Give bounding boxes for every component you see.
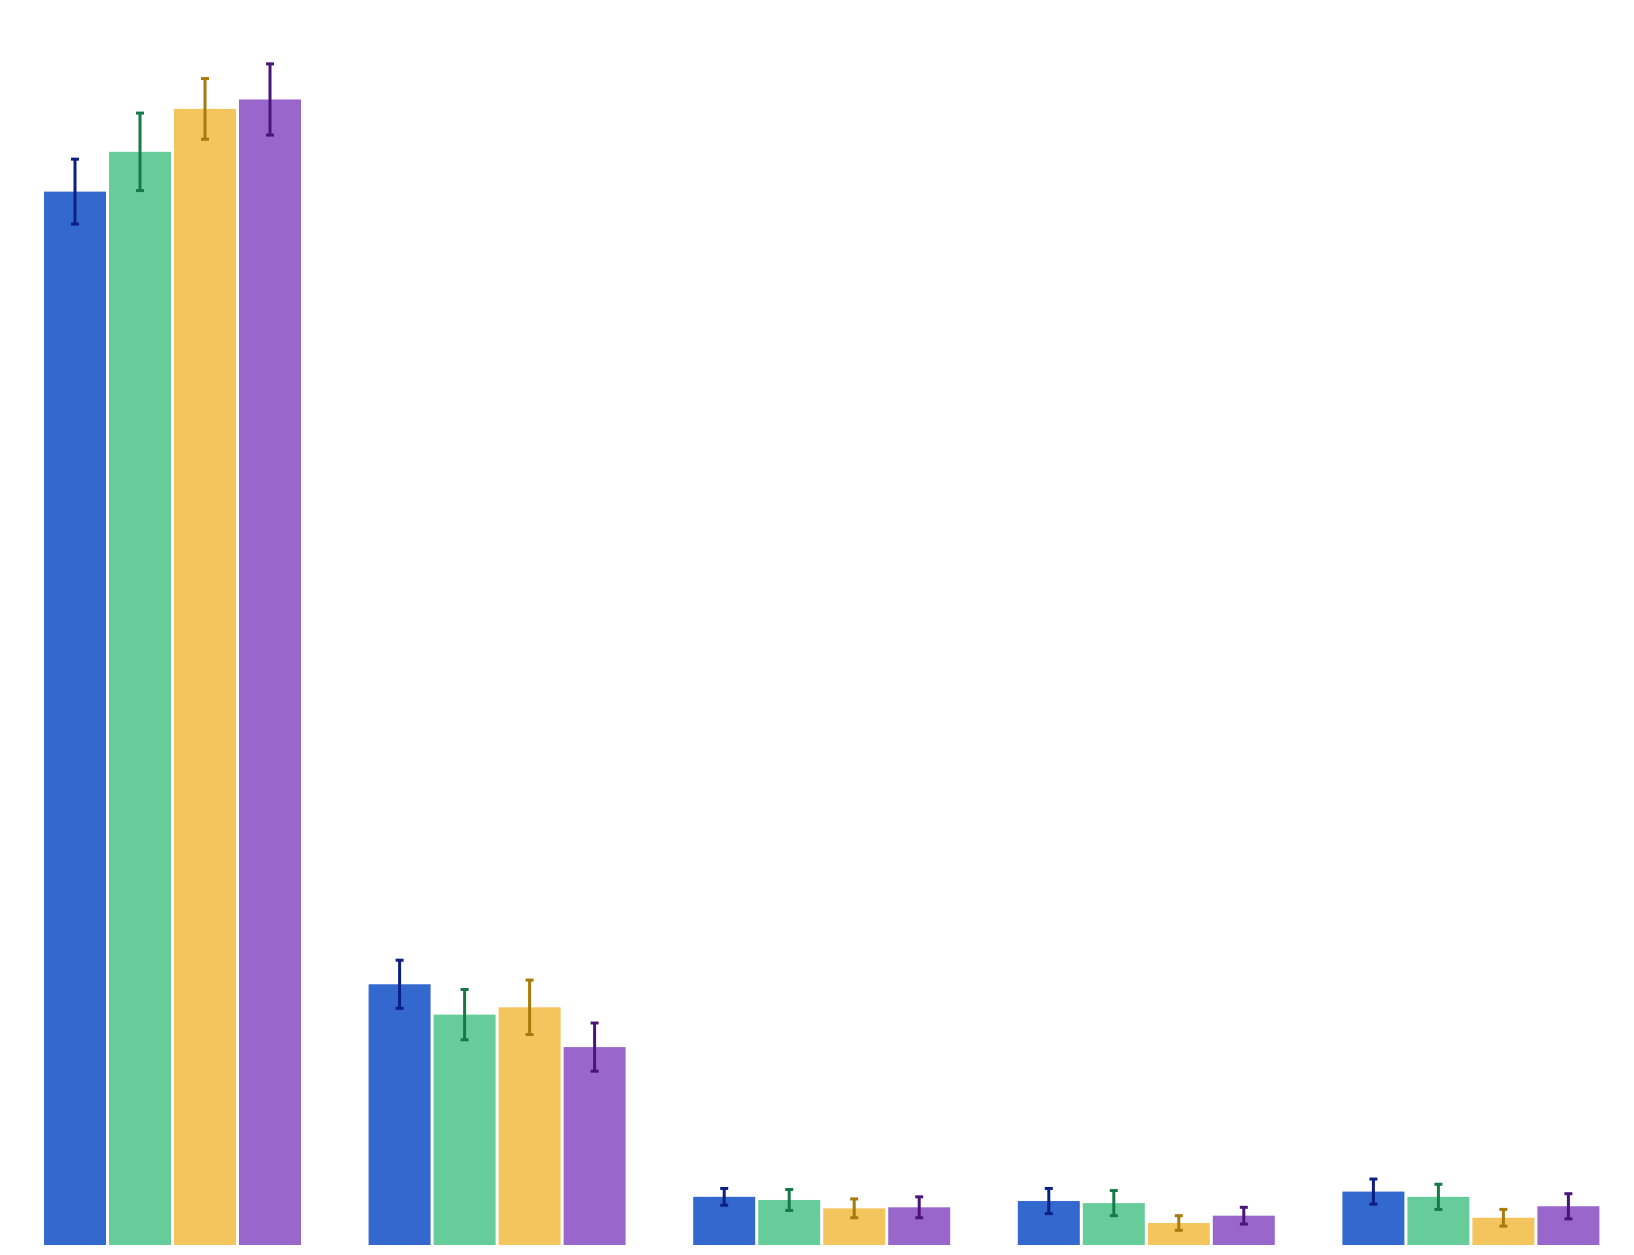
error-bar-s3-g1: [590, 1021, 599, 1073]
error-bar-s1-g1: [460, 988, 469, 1042]
bar-s0-g0: [44, 191, 106, 1245]
bar-s2-g3: [1147, 1223, 1210, 1245]
error-bar-s1-g2: [785, 1188, 794, 1212]
bar-s3-g0: [239, 99, 301, 1245]
bar-s0-g1: [368, 984, 431, 1245]
error-bar-s0-g4: [1369, 1177, 1378, 1206]
error-bar-s3-g3: [1239, 1205, 1248, 1226]
error-bar-s2-g4: [1499, 1207, 1508, 1228]
error-bar-s0-g1: [395, 958, 404, 1010]
error-bar-s1-g4: [1434, 1182, 1443, 1211]
error-bar-s3-g4: [1564, 1192, 1573, 1221]
error-bar-s3-g0: [266, 62, 274, 137]
error-bar-s2-g1: [525, 978, 534, 1037]
error-bar-s2-g0: [201, 77, 209, 141]
bar-s3-g1: [563, 1047, 626, 1245]
error-bar-s3-g2: [915, 1195, 924, 1220]
error-bar-s0-g2: [720, 1186, 729, 1207]
error-bar-s1-g0: [136, 111, 144, 193]
error-bar-s2-g3: [1174, 1214, 1183, 1232]
error-bar-s0-g3: [1044, 1186, 1053, 1216]
error-bar-s1-g3: [1109, 1189, 1118, 1218]
bar-s2-g0: [174, 108, 236, 1246]
error-bar-s0-g0: [71, 157, 79, 226]
error-bar-s2-g2: [850, 1197, 859, 1220]
bar-s1-g1: [433, 1014, 496, 1245]
bar-s2-g1: [498, 1007, 561, 1245]
bar-s1-g0: [109, 151, 171, 1246]
